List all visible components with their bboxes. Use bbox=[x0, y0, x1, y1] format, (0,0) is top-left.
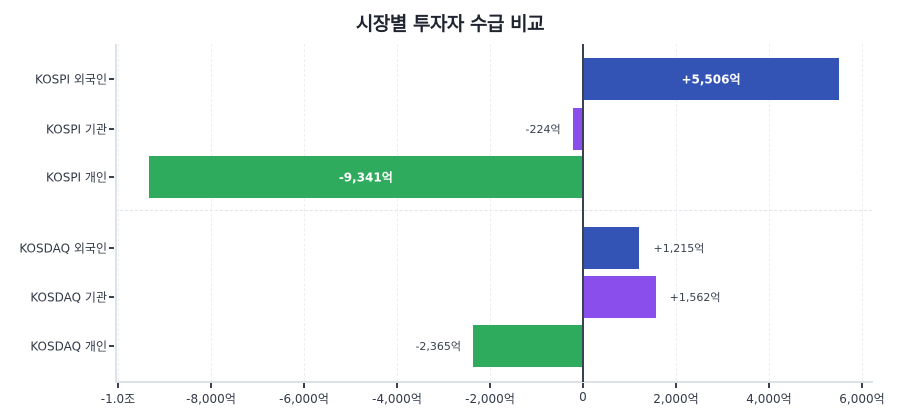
x-tick-label: 2,000억 bbox=[653, 392, 699, 406]
x-gridline bbox=[304, 44, 305, 381]
y-category-label: KOSDAQ 개인 bbox=[30, 339, 107, 354]
x-tick-label: 0 bbox=[579, 390, 587, 404]
y-tick-mark bbox=[109, 176, 114, 178]
y-tick-mark bbox=[109, 345, 114, 347]
bar-value-label: +1,562억 bbox=[669, 291, 721, 304]
x-gridline bbox=[769, 44, 770, 381]
y-category-label: KOSDAQ 기관 bbox=[30, 290, 107, 305]
x-tick-label: -1.0조 bbox=[100, 392, 136, 406]
bar-3 bbox=[583, 227, 640, 269]
x-tick-mark bbox=[117, 383, 119, 388]
x-tick-mark bbox=[396, 383, 398, 388]
x-tick-mark bbox=[210, 383, 212, 388]
x-gridline bbox=[211, 44, 212, 381]
x-gridline bbox=[862, 44, 863, 381]
x-gridline bbox=[397, 44, 398, 381]
bar-1 bbox=[572, 108, 583, 150]
x-tick-label: -2,000억 bbox=[465, 392, 515, 406]
y-category-label: KOSPI 외국인 bbox=[35, 72, 107, 87]
y-axis-spine bbox=[115, 44, 117, 382]
market-separator-line bbox=[115, 210, 872, 211]
bar-2 bbox=[148, 156, 583, 198]
bar-value-label: -9,341억 bbox=[338, 170, 393, 185]
bar-0 bbox=[583, 58, 840, 100]
x-tick-mark bbox=[861, 383, 863, 388]
bar-value-label: +1,215억 bbox=[653, 242, 705, 255]
x-tick-label: 4,000억 bbox=[746, 392, 792, 406]
x-tick-mark bbox=[582, 383, 584, 388]
x-tick-label: 6,000억 bbox=[839, 392, 885, 406]
x-tick-label: -8,000억 bbox=[186, 392, 236, 406]
x-gridline bbox=[490, 44, 491, 381]
bar-5 bbox=[473, 325, 583, 367]
y-tick-mark bbox=[109, 247, 114, 249]
x-axis-spine bbox=[115, 381, 873, 383]
zero-baseline bbox=[582, 44, 584, 382]
x-tick-label: -4,000억 bbox=[372, 392, 422, 406]
y-tick-mark bbox=[109, 128, 114, 130]
bar-value-label: -224억 bbox=[525, 123, 561, 136]
x-gridline bbox=[118, 44, 119, 381]
y-category-label: KOSDAQ 외국인 bbox=[19, 241, 107, 256]
y-tick-mark bbox=[109, 296, 114, 298]
y-category-label: KOSPI 기관 bbox=[46, 122, 107, 137]
bar-value-label: -2,365억 bbox=[415, 340, 462, 353]
y-tick-mark bbox=[109, 78, 114, 80]
x-tick-label: -6,000억 bbox=[279, 392, 329, 406]
x-tick-mark bbox=[675, 383, 677, 388]
bar-4 bbox=[583, 276, 656, 318]
bar-value-label: +5,506억 bbox=[681, 72, 741, 87]
x-gridline bbox=[676, 44, 677, 381]
x-tick-mark bbox=[489, 383, 491, 388]
y-category-label: KOSPI 개인 bbox=[46, 170, 107, 185]
x-tick-mark bbox=[768, 383, 770, 388]
chart-title: 시장별 투자자 수급 비교 bbox=[355, 13, 545, 35]
x-tick-mark bbox=[303, 383, 305, 388]
